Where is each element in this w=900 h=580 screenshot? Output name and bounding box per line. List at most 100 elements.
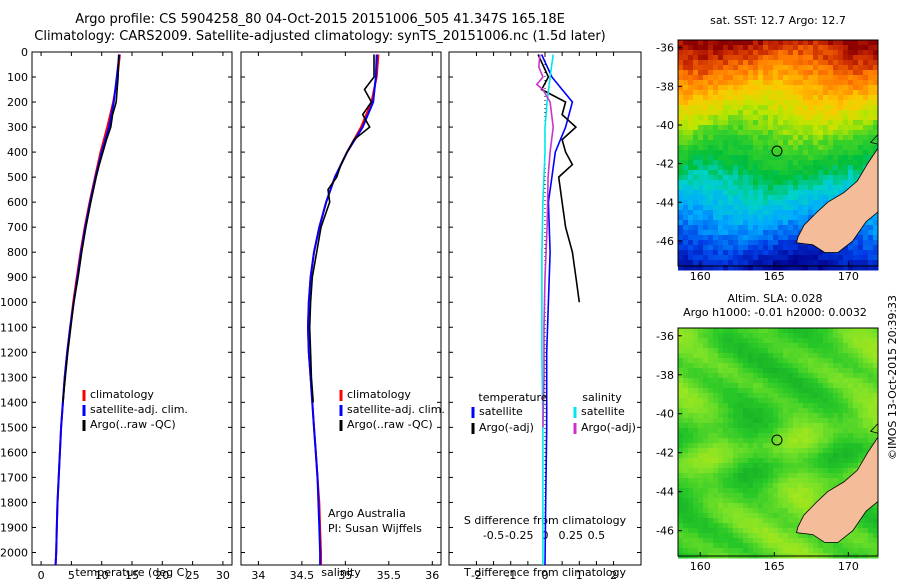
map-cell — [833, 160, 839, 166]
map-cell — [798, 100, 804, 106]
map-cell — [743, 165, 749, 171]
map-cell — [698, 40, 704, 46]
map-cell — [718, 373, 724, 379]
map-cell — [743, 210, 749, 216]
map-cell — [738, 45, 744, 51]
map-cell — [713, 60, 719, 66]
map-cell — [808, 468, 814, 474]
map-cell — [768, 413, 774, 419]
map-cell — [748, 393, 754, 399]
map-cell — [713, 498, 719, 504]
map-cell — [788, 388, 794, 394]
map-cell — [773, 333, 779, 339]
map-cell — [858, 125, 864, 131]
map-cell — [863, 338, 869, 344]
map-cell — [758, 358, 764, 364]
map-cell — [773, 388, 779, 394]
map-cell — [808, 533, 814, 539]
map-cell — [743, 105, 749, 111]
map-cell — [758, 185, 764, 191]
map-cell — [763, 120, 769, 126]
map-cell — [873, 125, 879, 131]
map-cell — [678, 508, 684, 514]
map-cell — [723, 363, 729, 369]
map-cell — [853, 343, 859, 349]
map-cell — [808, 473, 814, 479]
map-cell — [763, 40, 769, 46]
map-cell — [838, 40, 844, 46]
map-cell — [743, 518, 749, 524]
map-cell — [738, 343, 744, 349]
map-cell — [698, 185, 704, 191]
map-cell — [868, 70, 874, 76]
map-cell — [813, 458, 819, 464]
map-cell — [778, 195, 784, 201]
map-cell — [678, 353, 684, 359]
map-cell — [778, 493, 784, 499]
map-cell — [838, 363, 844, 369]
map-cell — [868, 413, 874, 419]
map-cell — [688, 368, 694, 374]
map-cell — [753, 478, 759, 484]
map-cell — [683, 478, 689, 484]
map-cell — [698, 403, 704, 409]
map-cell — [683, 523, 689, 529]
map-cell — [708, 488, 714, 494]
map-cell — [733, 190, 739, 196]
map-x-tick-label: 160 — [690, 270, 711, 283]
map-cell — [803, 245, 809, 251]
map-cell — [823, 45, 829, 51]
map-cell — [748, 383, 754, 389]
map-cell — [773, 75, 779, 81]
map-cell — [753, 80, 759, 86]
map-cell — [843, 448, 849, 454]
map-cell — [763, 155, 769, 161]
map-cell — [693, 343, 699, 349]
map-cell — [718, 428, 724, 434]
map-cell — [683, 543, 689, 549]
map-cell — [818, 135, 824, 141]
map-cell — [728, 338, 734, 344]
map-cell — [748, 105, 754, 111]
map-cell — [698, 458, 704, 464]
map-cell — [813, 473, 819, 479]
map-cell — [758, 95, 764, 101]
map-cell — [703, 70, 709, 76]
map-cell — [728, 220, 734, 226]
map-cell — [778, 478, 784, 484]
map-cell — [678, 538, 684, 544]
map-cell — [843, 393, 849, 399]
map-cell — [678, 230, 684, 236]
map-cell — [738, 518, 744, 524]
map-cell — [703, 150, 709, 156]
map-cell — [698, 383, 704, 389]
map-cell — [703, 75, 709, 81]
map-cell — [808, 210, 814, 216]
map-cell — [778, 170, 784, 176]
map-cell — [868, 240, 874, 246]
map-cell — [778, 45, 784, 51]
map-cell — [803, 403, 809, 409]
map-cell — [803, 503, 809, 509]
map-cell — [808, 75, 814, 81]
map-cell — [813, 463, 819, 469]
map-cell — [753, 70, 759, 76]
map-cell — [813, 448, 819, 454]
map-cell — [723, 175, 729, 181]
map-cell — [818, 378, 824, 384]
map-cell — [743, 85, 749, 91]
map-cell — [868, 100, 874, 106]
map-cell — [743, 453, 749, 459]
map-cell — [723, 338, 729, 344]
map-cell — [748, 333, 754, 339]
map-cell — [818, 110, 824, 116]
map-cell — [813, 245, 819, 251]
map-cell — [788, 55, 794, 61]
map-cell — [753, 150, 759, 156]
map-cell — [728, 388, 734, 394]
map-cell — [773, 378, 779, 384]
map-cell — [683, 125, 689, 131]
map-cell — [693, 448, 699, 454]
map-cell — [768, 493, 774, 499]
map-cell — [678, 403, 684, 409]
